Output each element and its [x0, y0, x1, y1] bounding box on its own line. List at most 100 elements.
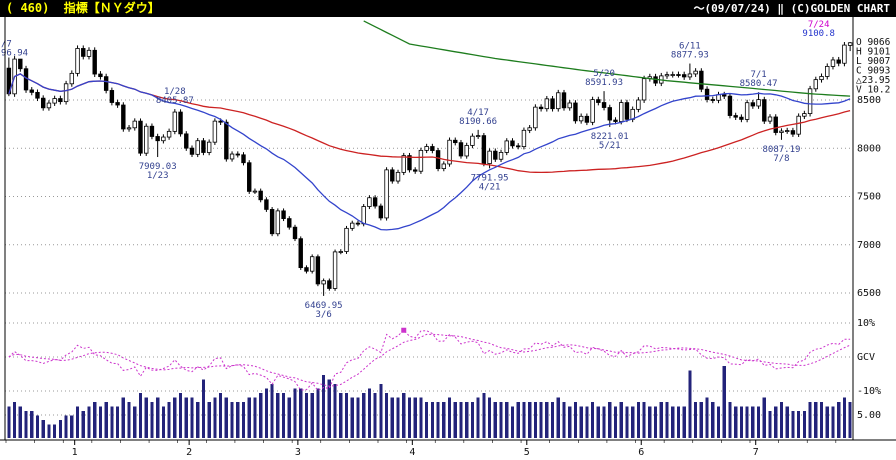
- annotation-label: 7/8: [773, 154, 789, 164]
- volume-bar: [837, 402, 841, 438]
- volume-bar: [133, 406, 137, 438]
- candle-up: [46, 102, 52, 109]
- volume-bar: [156, 397, 160, 438]
- candle-up: [338, 251, 343, 253]
- month-label: 5: [524, 447, 530, 458]
- y-axis-label: 6500: [857, 288, 881, 299]
- candle-up: [556, 92, 561, 110]
- annotation-label: 8580.47: [740, 79, 778, 89]
- volume-bar: [442, 402, 446, 438]
- quote-row: O 9066: [856, 37, 891, 48]
- volume-bar: [93, 402, 97, 438]
- candle-down: [327, 280, 332, 289]
- volume-bar: [18, 406, 22, 438]
- quote-row: V 10.2: [856, 85, 890, 96]
- candle-up: [475, 135, 481, 138]
- volume-bar: [179, 393, 183, 438]
- candle-down: [281, 210, 286, 219]
- volume-bar: [659, 402, 663, 438]
- candle-down: [241, 154, 246, 164]
- volume-bar: [270, 384, 274, 438]
- volume-bar: [831, 406, 835, 438]
- volume-bar: [64, 415, 68, 438]
- volume-bar: [699, 402, 703, 438]
- candle-down: [103, 76, 109, 91]
- volume-bar: [716, 406, 721, 438]
- date-range-copyright: ～(09/07/24) ‖ (C)GOLDEN CHART: [693, 2, 890, 15]
- candle-down: [292, 226, 298, 240]
- candle-up: [401, 155, 406, 173]
- volume-bar: [41, 420, 45, 438]
- candle-up: [161, 136, 166, 142]
- candle-up: [578, 115, 584, 122]
- candle-up: [779, 130, 784, 133]
- annotation-label: 4/17: [467, 108, 489, 118]
- candle-up: [819, 76, 824, 81]
- volume-bar: [785, 406, 789, 438]
- candle-down: [81, 48, 86, 57]
- candle-up: [813, 79, 819, 90]
- candle-down: [750, 102, 756, 107]
- candle-up: [498, 151, 504, 160]
- volume-bar: [196, 402, 200, 438]
- volume-bar: [613, 406, 618, 438]
- volume-bar: [802, 411, 806, 438]
- candle-down: [121, 104, 126, 130]
- volume-bar: [814, 402, 818, 438]
- volume-bar: [734, 406, 738, 438]
- candle-down: [298, 238, 303, 269]
- candle-down: [550, 98, 555, 110]
- annotation-label: 7791.95: [471, 173, 509, 183]
- volume-bar: [201, 379, 205, 438]
- volume-bar: [791, 411, 795, 438]
- annotation-label: 6/11: [679, 42, 701, 52]
- candle-down: [138, 120, 143, 154]
- volume-bar: [654, 406, 658, 438]
- candle-up: [86, 49, 92, 57]
- volume-bar: [184, 397, 188, 438]
- volume-bar: [522, 402, 526, 438]
- annotation-label: 9100.8: [802, 29, 835, 39]
- candle-up: [825, 66, 830, 77]
- volume-bar: [848, 402, 852, 438]
- candle-down: [304, 267, 309, 272]
- candle-up: [504, 140, 509, 153]
- candle-up: [395, 171, 401, 182]
- candle-up: [744, 102, 750, 120]
- volume-bar: [528, 402, 532, 438]
- candle-up: [344, 227, 349, 252]
- volume-bar: [350, 397, 354, 438]
- candle-up: [441, 163, 447, 170]
- candle-down: [710, 99, 715, 101]
- candle-up: [590, 99, 595, 123]
- candle-down: [35, 91, 40, 99]
- candle-down: [836, 59, 841, 64]
- candle-up: [172, 111, 178, 132]
- volume-bar: [688, 370, 692, 438]
- candle-up: [767, 116, 773, 122]
- volume-bar: [608, 402, 612, 438]
- candle-down: [184, 133, 189, 149]
- candle-up: [641, 78, 647, 101]
- candle-down: [601, 102, 607, 108]
- month-label: 6: [638, 447, 644, 458]
- annotation-label: 8190.66: [459, 117, 497, 127]
- volume-bar: [219, 393, 223, 438]
- candle-down: [790, 130, 796, 135]
- volume-bar: [711, 402, 715, 438]
- volume-bar: [648, 406, 652, 438]
- volume-bar: [562, 402, 566, 438]
- candle-up: [664, 74, 670, 77]
- candle-down: [430, 146, 435, 151]
- candle-up: [807, 88, 813, 115]
- volume-bar: [476, 397, 480, 438]
- annotation-label: 7909.03: [139, 162, 177, 172]
- volume-bar: [362, 393, 366, 438]
- candle-up: [350, 222, 355, 229]
- candle-down: [773, 116, 778, 133]
- volume-bar: [436, 402, 440, 438]
- y-axis-label: 7500: [857, 192, 881, 203]
- candle-down: [407, 155, 412, 171]
- candle-down: [493, 150, 498, 160]
